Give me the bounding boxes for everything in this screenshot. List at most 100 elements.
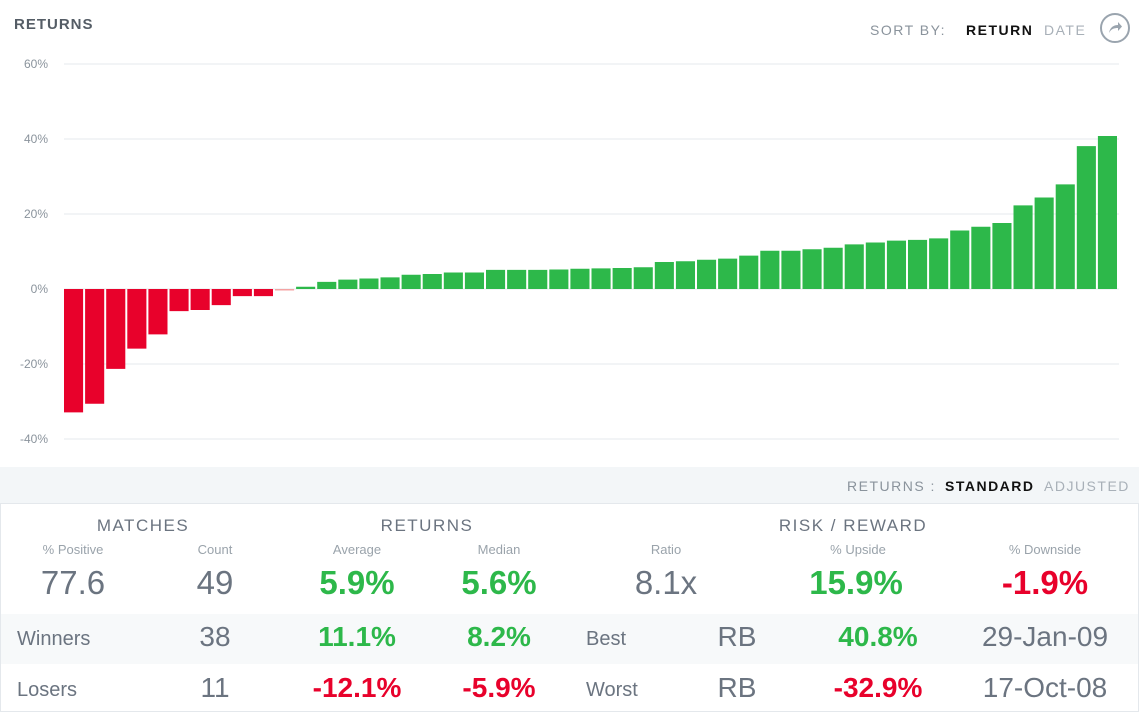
bar[interactable] [275,289,295,291]
subheader-average: Average [332,542,382,557]
bar[interactable] [338,279,358,289]
bar[interactable] [64,289,84,413]
worst-label: Worst [586,679,638,701]
bar[interactable] [549,269,569,290]
bar[interactable] [1034,197,1054,290]
page-title: RETURNS [14,16,94,33]
returns-mode-label: RETURNS : [847,478,936,494]
bar[interactable] [971,226,991,289]
group-matches: MATCHES [96,516,190,535]
best-ticker: RB [717,621,757,652]
bar[interactable] [739,255,759,290]
group-risk-reward: RISK / REWARD [778,516,928,535]
average-value: 5.9% [319,564,395,601]
count-value: 49 [196,564,234,601]
sort-by-label: SORT BY: [870,22,947,38]
bar[interactable] [844,244,864,289]
bar[interactable] [296,286,316,289]
bar[interactable] [781,250,801,289]
subheader-median: Median [477,542,521,557]
bar[interactable] [612,268,632,289]
returns-standard-option[interactable]: STANDARD [945,478,1035,494]
pct-upside-value: 15.9% [809,564,903,601]
bar[interactable] [802,249,822,289]
bar[interactable] [1013,205,1033,290]
bar[interactable] [1097,136,1117,289]
y-tick-label: -20% [20,357,48,371]
bar[interactable] [486,269,506,289]
bar[interactable] [85,289,105,404]
bar[interactable] [675,261,695,289]
bars [64,136,1117,413]
subheader-pct-downside: % Downside [1008,542,1082,557]
losers-label: Losers [17,679,78,701]
bar[interactable] [950,230,970,290]
bar[interactable] [507,269,527,289]
losers-median: -5.9% [462,672,536,703]
bar[interactable] [886,240,906,290]
bar[interactable] [929,238,949,290]
returns-mode-bar [0,467,1139,503]
bar[interactable] [422,274,442,289]
bar[interactable] [401,274,421,289]
best-label: Best [586,628,627,650]
worst-value: -32.9% [833,672,923,703]
y-axis-ticks: 60% 40% 20% 0% -20% -40% [20,57,48,446]
bar[interactable] [570,268,590,289]
bar[interactable] [760,250,780,289]
y-tick-label: 0% [31,282,49,296]
y-tick-label: 60% [24,57,48,71]
returns-bar-chart: 60% 40% 20% 0% -20% -40% [20,57,1119,446]
median-value: 5.6% [461,564,537,601]
bar[interactable] [992,223,1012,289]
bar[interactable] [1055,184,1075,290]
bar[interactable] [528,269,548,289]
best-value: 40.8% [838,621,918,652]
pct-downside-value: -1.9% [1001,564,1089,601]
bar[interactable] [148,289,168,335]
bar[interactable] [232,289,252,297]
group-returns: RETURNS [380,516,474,535]
sort-date-option[interactable]: DATE [1044,22,1087,38]
pct-positive-value: 77.6 [40,564,106,601]
bar[interactable] [106,289,126,369]
y-tick-label: 20% [24,207,48,221]
bar[interactable] [211,289,231,306]
bar[interactable] [169,289,189,312]
bar[interactable] [190,289,210,310]
sort-return-option[interactable]: RETURN [966,22,1034,38]
subheader-pct-upside: % Upside [830,542,886,557]
bar[interactable] [654,262,674,289]
losers-count: 11 [200,672,230,703]
y-tick-label: 40% [24,132,48,146]
winners-count: 38 [199,621,231,652]
losers-average: -12.1% [312,672,402,703]
share-button[interactable] [1100,13,1130,43]
bar[interactable] [253,289,273,297]
bar[interactable] [380,277,400,289]
ratio-value: 8.1x [634,564,698,601]
subheader-pct-positive: % Positive [42,542,104,557]
bar[interactable] [591,268,611,289]
bar[interactable] [823,247,843,289]
bar[interactable] [697,259,717,289]
bar[interactable] [359,278,379,290]
bar[interactable] [464,272,484,290]
winners-average: 11.1% [318,621,396,652]
bar[interactable] [127,289,147,349]
bar[interactable] [865,242,885,290]
stats-panel: MATCHES RETURNS RISK / REWARD % Positive… [0,503,1139,712]
best-date: 29-Jan-09 [981,621,1109,652]
share-arrow-icon [1109,22,1122,33]
bar[interactable] [443,272,463,290]
bar[interactable] [1076,146,1096,289]
bar[interactable] [908,239,928,290]
worst-date: 17-Oct-08 [982,672,1108,703]
returns-adjusted-option[interactable]: ADJUSTED [1044,478,1130,494]
y-tick-label: -40% [20,432,48,446]
worst-ticker: RB [717,672,757,703]
bar[interactable] [633,267,653,289]
bar[interactable] [718,258,738,290]
winners-row-band [1,614,1138,664]
bar[interactable] [317,281,337,289]
